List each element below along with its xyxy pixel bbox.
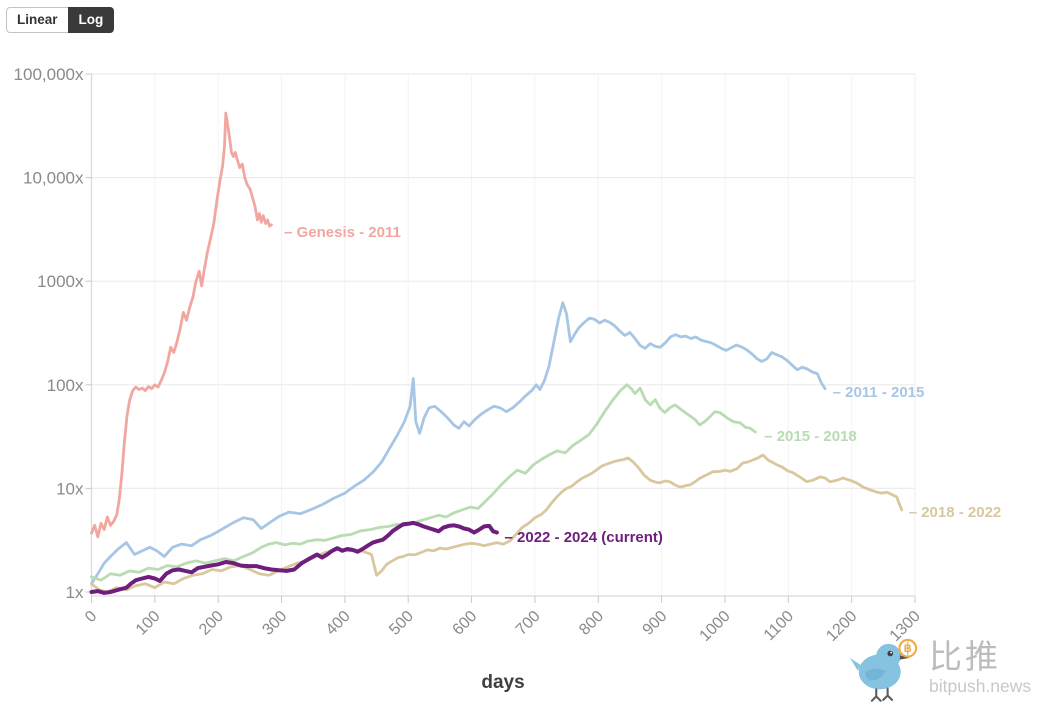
x-tick-label: 700 <box>513 608 544 639</box>
series-label-4: – 2022 - 2024 (current) <box>505 529 663 546</box>
series-line-2 <box>90 383 757 582</box>
y-tick-label: 1000x <box>37 272 84 291</box>
series-line-1 <box>90 301 827 586</box>
bitpush-brand-text: 比推 bitpush.news <box>929 638 1031 697</box>
x-axis-title: days <box>481 672 525 693</box>
x-tick-label: 400 <box>323 608 354 639</box>
series-label-3: – 2018 - 2022 <box>909 504 1002 521</box>
bitpush-watermark: B 比推 bitpush.news <box>850 638 1031 704</box>
series-line-3 <box>90 453 904 594</box>
x-tick-label: 900 <box>640 608 671 639</box>
series-label-2: – 2015 - 2018 <box>764 428 857 445</box>
y-tick-label: 1x <box>66 583 84 602</box>
y-tick-label: 100,000x <box>14 65 84 84</box>
svg-text:B: B <box>904 643 912 655</box>
series-label-1: – 2011 - 2015 <box>833 384 925 401</box>
bitpush-brand-cn: 比推 <box>929 638 1001 675</box>
bitpush-bird-icon: B <box>850 638 918 702</box>
bitpush-brand-domain: bitpush.news <box>929 676 1032 696</box>
series-label-0: – Genesis - 2011 <box>284 224 401 241</box>
series-line-4 <box>89 520 499 595</box>
y-tick-label: 100x <box>47 376 84 395</box>
x-tick-label: 600 <box>450 608 481 639</box>
x-tick-label: 0 <box>82 608 100 626</box>
x-tick-label: 300 <box>259 608 290 639</box>
y-tick-label: 10,000x <box>23 169 84 188</box>
x-tick-label: 200 <box>196 608 227 639</box>
log-scale-button[interactable]: Log <box>67 7 115 34</box>
bitcoin-badge-icon: B <box>898 638 918 658</box>
x-tick-label: 500 <box>386 608 417 639</box>
x-tick-label: 1000 <box>697 608 734 645</box>
bird-feet <box>870 687 894 702</box>
series-line-0 <box>90 111 273 539</box>
y-tick-label: 10x <box>56 479 84 498</box>
x-tick-label: 1100 <box>761 608 797 644</box>
x-tick-label: 100 <box>133 608 164 639</box>
scale-toggle: Linear Log <box>6 7 115 34</box>
linear-scale-button[interactable]: Linear <box>6 7 69 34</box>
x-tick-label: 800 <box>576 608 607 639</box>
